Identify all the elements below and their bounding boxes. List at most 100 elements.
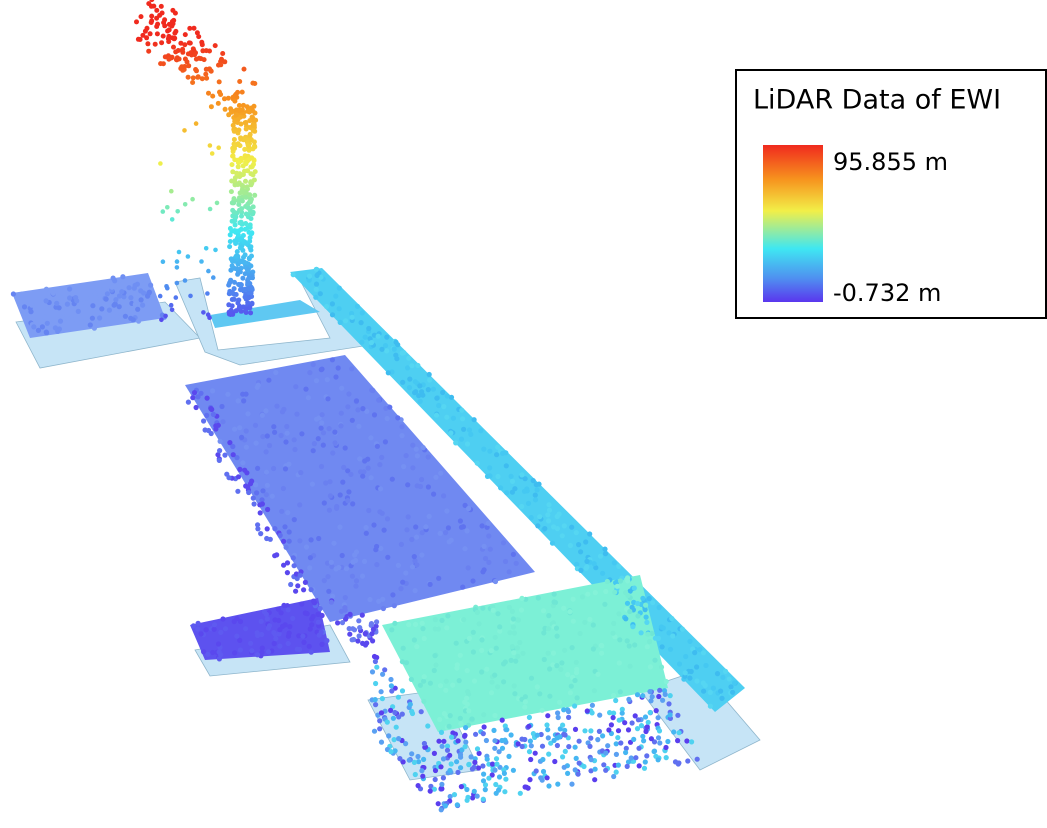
point [513,659,518,664]
point [635,726,640,731]
point [325,396,330,401]
point [153,42,158,47]
point [310,482,315,487]
point [572,678,577,683]
point [295,583,300,588]
point [438,683,443,688]
point [254,490,259,495]
point [389,627,394,632]
point [266,626,271,631]
point [357,625,362,630]
point [377,462,382,467]
point [595,672,600,677]
point [614,752,619,757]
point [480,763,485,768]
legend: LiDAR Data of EWI 95.855 m -0.732 m [736,70,1046,318]
point [232,650,237,655]
point [273,632,278,637]
point [187,40,192,45]
point [465,689,470,694]
point [324,638,329,643]
point [520,651,525,656]
point [309,587,314,592]
point [663,745,668,750]
point [448,713,453,718]
point [206,269,211,274]
point [462,546,467,551]
point [380,696,385,701]
point [293,589,298,594]
point [149,20,154,25]
point [630,720,635,725]
point [299,601,304,606]
point [583,539,588,544]
point [235,272,240,277]
point [529,743,534,748]
point [161,259,166,264]
point [625,593,630,598]
point [487,465,492,470]
point [265,507,270,512]
point [338,320,343,325]
point [227,280,232,285]
point [301,587,306,592]
point [175,55,180,60]
point [180,50,185,55]
point [546,783,551,788]
point [440,390,445,395]
point [528,757,533,762]
point [559,660,564,665]
point [265,483,270,488]
point [640,693,645,698]
point [272,526,277,531]
point [51,291,56,296]
point [364,525,369,530]
point [493,579,498,584]
point [465,668,470,673]
point [215,201,220,206]
point [354,549,359,554]
point [484,738,489,743]
point [327,508,332,513]
point [243,626,248,631]
point [372,729,377,734]
point [291,555,296,560]
point [492,746,497,751]
point [186,254,191,259]
point [357,633,362,638]
point [312,441,317,446]
point [428,789,433,794]
point [547,666,552,671]
point [293,384,298,389]
point [471,649,476,654]
point [379,347,384,352]
point [131,317,136,322]
point [217,458,222,463]
point [537,691,542,696]
point [592,688,597,693]
point [366,508,371,513]
point [220,616,225,621]
point [392,710,397,715]
point [379,455,384,460]
point [582,728,587,733]
point [227,244,232,249]
point [557,700,562,705]
point [88,322,93,327]
point [587,531,592,536]
point [535,684,540,689]
point [477,751,482,756]
point [377,726,382,731]
point [464,696,469,701]
point [465,795,470,800]
point [384,348,389,353]
point [84,296,89,301]
point [612,560,617,565]
point [249,254,254,259]
point [615,735,620,740]
point [339,386,344,391]
point [238,287,243,292]
point [236,474,241,479]
point [547,508,552,513]
point [632,586,637,591]
